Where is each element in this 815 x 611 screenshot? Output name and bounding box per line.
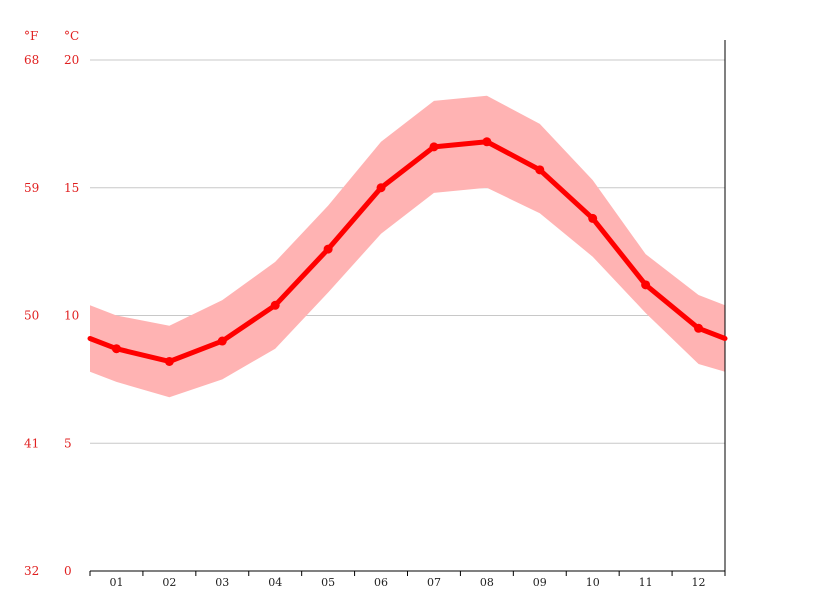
celsius-unit-label: °C <box>64 29 79 43</box>
x-tick-label: 06 <box>374 576 388 589</box>
data-point-07 <box>429 142 439 152</box>
y-tick-label-f: 50 <box>24 309 39 323</box>
temperature-range-band <box>90 95 725 398</box>
x-tick-label: 03 <box>215 576 229 589</box>
data-point-06 <box>376 183 386 193</box>
mean-temperature-line <box>87 139 728 364</box>
data-point-03 <box>217 336 227 346</box>
x-tick-label: 10 <box>586 576 600 589</box>
x-tick-label: 04 <box>268 576 282 589</box>
y-tick-labels: 32 0 41 5 50 10 59 15 68 20 <box>24 53 79 578</box>
y-tick-label-c: 5 <box>64 436 72 450</box>
x-tick-label: 11 <box>639 576 653 589</box>
data-points <box>111 137 704 366</box>
y-tick-label-f: 32 <box>24 564 39 578</box>
x-tick-label: 09 <box>533 576 547 589</box>
y-tick-label-c: 0 <box>64 564 72 578</box>
data-point-12 <box>694 323 704 333</box>
x-tick-labels: 01 02 03 04 05 06 07 08 09 10 11 12 <box>109 576 705 589</box>
data-point-09 <box>535 165 545 175</box>
y-tick-label-c: 15 <box>64 181 79 195</box>
data-point-02 <box>164 356 174 366</box>
y-tick-label-f: 59 <box>24 181 39 195</box>
x-tick-label: 01 <box>109 576 123 589</box>
data-point-04 <box>270 300 280 310</box>
data-point-05 <box>323 244 333 254</box>
y-tick-label-f: 41 <box>24 436 39 450</box>
x-tick-label: 07 <box>427 576 441 589</box>
x-tick-label: 12 <box>692 576 706 589</box>
x-tick-label: 05 <box>321 576 335 589</box>
data-point-11 <box>641 280 651 290</box>
x-tick-label: 02 <box>162 576 176 589</box>
data-point-01 <box>111 344 121 354</box>
y-tick-label-f: 68 <box>24 53 39 67</box>
y-tick-label-c: 20 <box>64 53 79 67</box>
y-tick-label-c: 10 <box>64 309 79 323</box>
data-point-08 <box>482 137 492 147</box>
data-point-10 <box>588 213 598 223</box>
fahrenheit-unit-label: °F <box>24 29 38 43</box>
x-tick-marks <box>89 571 726 576</box>
x-tick-label: 08 <box>480 576 494 589</box>
